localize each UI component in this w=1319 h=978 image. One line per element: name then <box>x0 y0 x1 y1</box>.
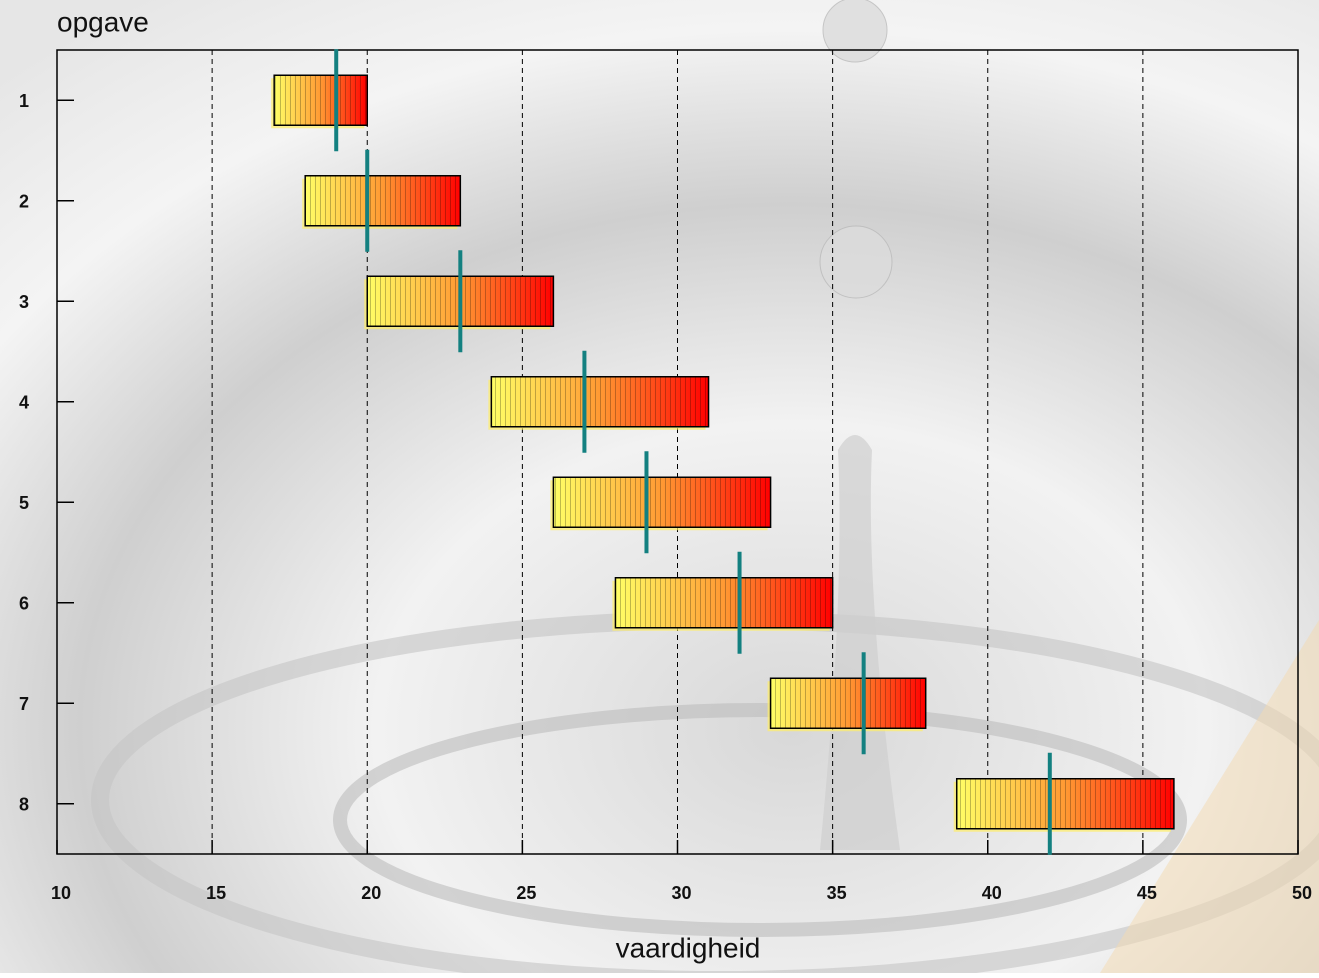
x-tick-label: 35 <box>827 883 847 903</box>
x-axis-label: vaardigheid <box>616 932 761 963</box>
x-tick-label: 50 <box>1292 883 1312 903</box>
y-tick-label: 1 <box>19 91 29 111</box>
bar-hatch <box>553 477 771 528</box>
x-tick-label: 25 <box>516 883 536 903</box>
x-tick-label: 30 <box>671 883 691 903</box>
y-axis-label: opgave <box>57 6 149 37</box>
x-tick-label: 40 <box>982 883 1002 903</box>
y-tick-label: 2 <box>19 192 29 212</box>
bar-hatch <box>491 376 709 427</box>
drop <box>822 0 888 63</box>
bar-hatch <box>615 577 833 628</box>
x-tick-label: 10 <box>51 883 71 903</box>
y-tick-label: 7 <box>19 694 29 714</box>
y-tick-label: 3 <box>19 292 29 312</box>
drop <box>820 435 900 850</box>
ripple <box>333 703 1187 937</box>
y-tick-label: 8 <box>19 795 29 815</box>
bar-hatch <box>274 75 368 126</box>
y-tick-label: 6 <box>19 594 29 614</box>
bar-hatch <box>770 678 926 729</box>
decor <box>1100 620 1319 973</box>
bar-hatch <box>956 778 1174 829</box>
y-tick-label: 4 <box>19 393 29 413</box>
drop <box>819 225 893 299</box>
bar-hatch <box>305 175 461 226</box>
x-tick-label: 15 <box>206 883 226 903</box>
x-tick-label: 45 <box>1137 883 1157 903</box>
y-tick-label: 5 <box>19 493 29 513</box>
x-tick-label: 20 <box>361 883 381 903</box>
